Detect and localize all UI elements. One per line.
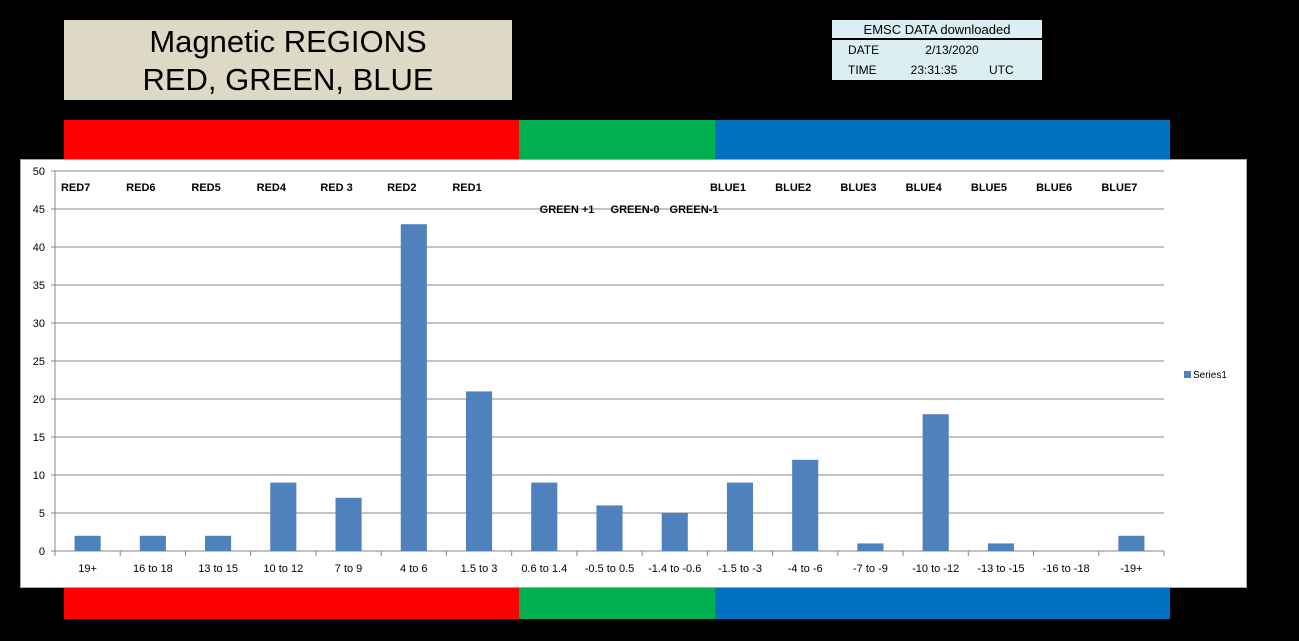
y-tick-label: 35	[33, 280, 45, 292]
x-tick-label: 16 to 18	[133, 563, 173, 575]
time-label: TIME	[848, 63, 877, 77]
bar	[726, 482, 754, 551]
bar	[270, 482, 297, 551]
region-annotation: BLUE5	[971, 182, 1007, 194]
title-line-1: Magnetic REGIONS	[149, 24, 427, 59]
bar	[1118, 535, 1145, 551]
y-tick-label: 45	[33, 204, 45, 216]
region-annotation: RED5	[191, 182, 220, 194]
bar	[139, 535, 166, 551]
y-tick-label: 40	[33, 242, 45, 254]
title-line-2: RED, GREEN, BLUE	[142, 62, 434, 97]
x-tick-label: 0.6 to 1.4	[521, 563, 567, 575]
region-annotation: BLUE4	[906, 182, 943, 194]
bar	[792, 459, 819, 551]
info-date-row: DATE 2/13/2020	[832, 40, 1042, 60]
band-green	[519, 120, 715, 160]
x-tick-label: -13 to -15	[977, 563, 1024, 575]
bar	[987, 543, 1014, 551]
x-tick-label: -4 to -6	[788, 563, 823, 575]
green-annotation: GREEN +1	[540, 204, 595, 216]
bar	[74, 535, 101, 551]
x-tick-label: -0.5 to 0.5	[585, 563, 635, 575]
x-tick-label: 13 to 15	[198, 563, 238, 575]
bar	[335, 497, 362, 551]
region-annotation: BLUE6	[1036, 182, 1072, 194]
region-annotation: RED 3	[320, 182, 352, 194]
bar	[205, 535, 232, 551]
legend-label: Series1	[1193, 370, 1227, 381]
y-tick-label: 15	[33, 432, 45, 444]
info-time-row: TIME 23:31:35 UTC	[832, 60, 1042, 80]
band-blue	[714, 120, 1170, 160]
y-tick-label: 0	[39, 546, 45, 558]
y-tick-label: 50	[33, 166, 45, 178]
date-value: 2/13/2020	[925, 43, 979, 57]
x-tick-label: -1.4 to -0.6	[648, 563, 701, 575]
region-annotation: RED6	[126, 182, 155, 194]
bar	[661, 513, 688, 551]
region-annotation: BLUE3	[840, 182, 876, 194]
bar	[922, 414, 949, 551]
region-annotation: RED7	[61, 182, 90, 194]
download-info-box: EMSC DATA downloaded DATE 2/13/2020 TIME…	[832, 20, 1042, 80]
band-green	[519, 588, 715, 619]
bar-chart: 0 5 10 15 20 25 30 35 40 45 50 19+ 16 to 18 13 to 15 1…	[33, 166, 1228, 575]
x-tick-label: -10 to -12	[912, 563, 959, 575]
region-annotation: RED2	[387, 182, 416, 194]
x-tick-label: 1.5 to 3	[461, 563, 498, 575]
y-tick-label: 10	[33, 470, 45, 482]
bar	[400, 224, 427, 551]
chart-title-box: Magnetic REGIONS RED, GREEN, BLUE	[64, 20, 512, 100]
y-tick-label: 5	[39, 508, 45, 520]
region-annotation: RED4	[257, 182, 287, 194]
y-tick-label: 25	[33, 356, 45, 368]
green-annotation: GREEN-1	[670, 204, 719, 216]
y-tick-label: 30	[33, 318, 45, 330]
band-red	[64, 588, 520, 619]
bar	[465, 391, 493, 551]
date-label: DATE	[848, 43, 880, 57]
timezone-label: UTC	[989, 63, 1014, 77]
region-annotation: BLUE7	[1101, 182, 1137, 194]
y-tick-label: 20	[33, 394, 45, 406]
bar	[857, 543, 884, 551]
region-annotation: RED1	[452, 182, 481, 194]
x-tick-label: -16 to -18	[1043, 563, 1090, 575]
region-annotation: BLUE1	[710, 182, 746, 194]
legend-swatch	[1184, 371, 1191, 378]
green-annotation: GREEN-0	[611, 204, 660, 216]
time-value: 23:31:35	[910, 63, 958, 77]
x-tick-label: 7 to 9	[335, 563, 363, 575]
band-blue	[714, 588, 1170, 619]
x-tick-label: 10 to 12	[263, 563, 303, 575]
x-tick-label: -19+	[1120, 563, 1142, 575]
region-color-band-bottom	[64, 588, 1170, 619]
x-tick-label: 4 to 6	[400, 563, 428, 575]
info-heading: EMSC DATA downloaded	[832, 20, 1042, 40]
x-tick-label: 19+	[78, 563, 97, 575]
region-annotation: BLUE2	[775, 182, 811, 194]
x-tick-label: -7 to -9	[853, 563, 888, 575]
bar	[596, 505, 623, 551]
x-tick-label: -1.5 to -3	[718, 563, 762, 575]
bar	[531, 482, 558, 551]
region-color-band-top	[64, 120, 1170, 160]
band-red	[64, 120, 520, 160]
chart-panel: 0 5 10 15 20 25 30 35 40 45 50 19+ 16 to 18 13 to 15 1…	[20, 159, 1247, 588]
